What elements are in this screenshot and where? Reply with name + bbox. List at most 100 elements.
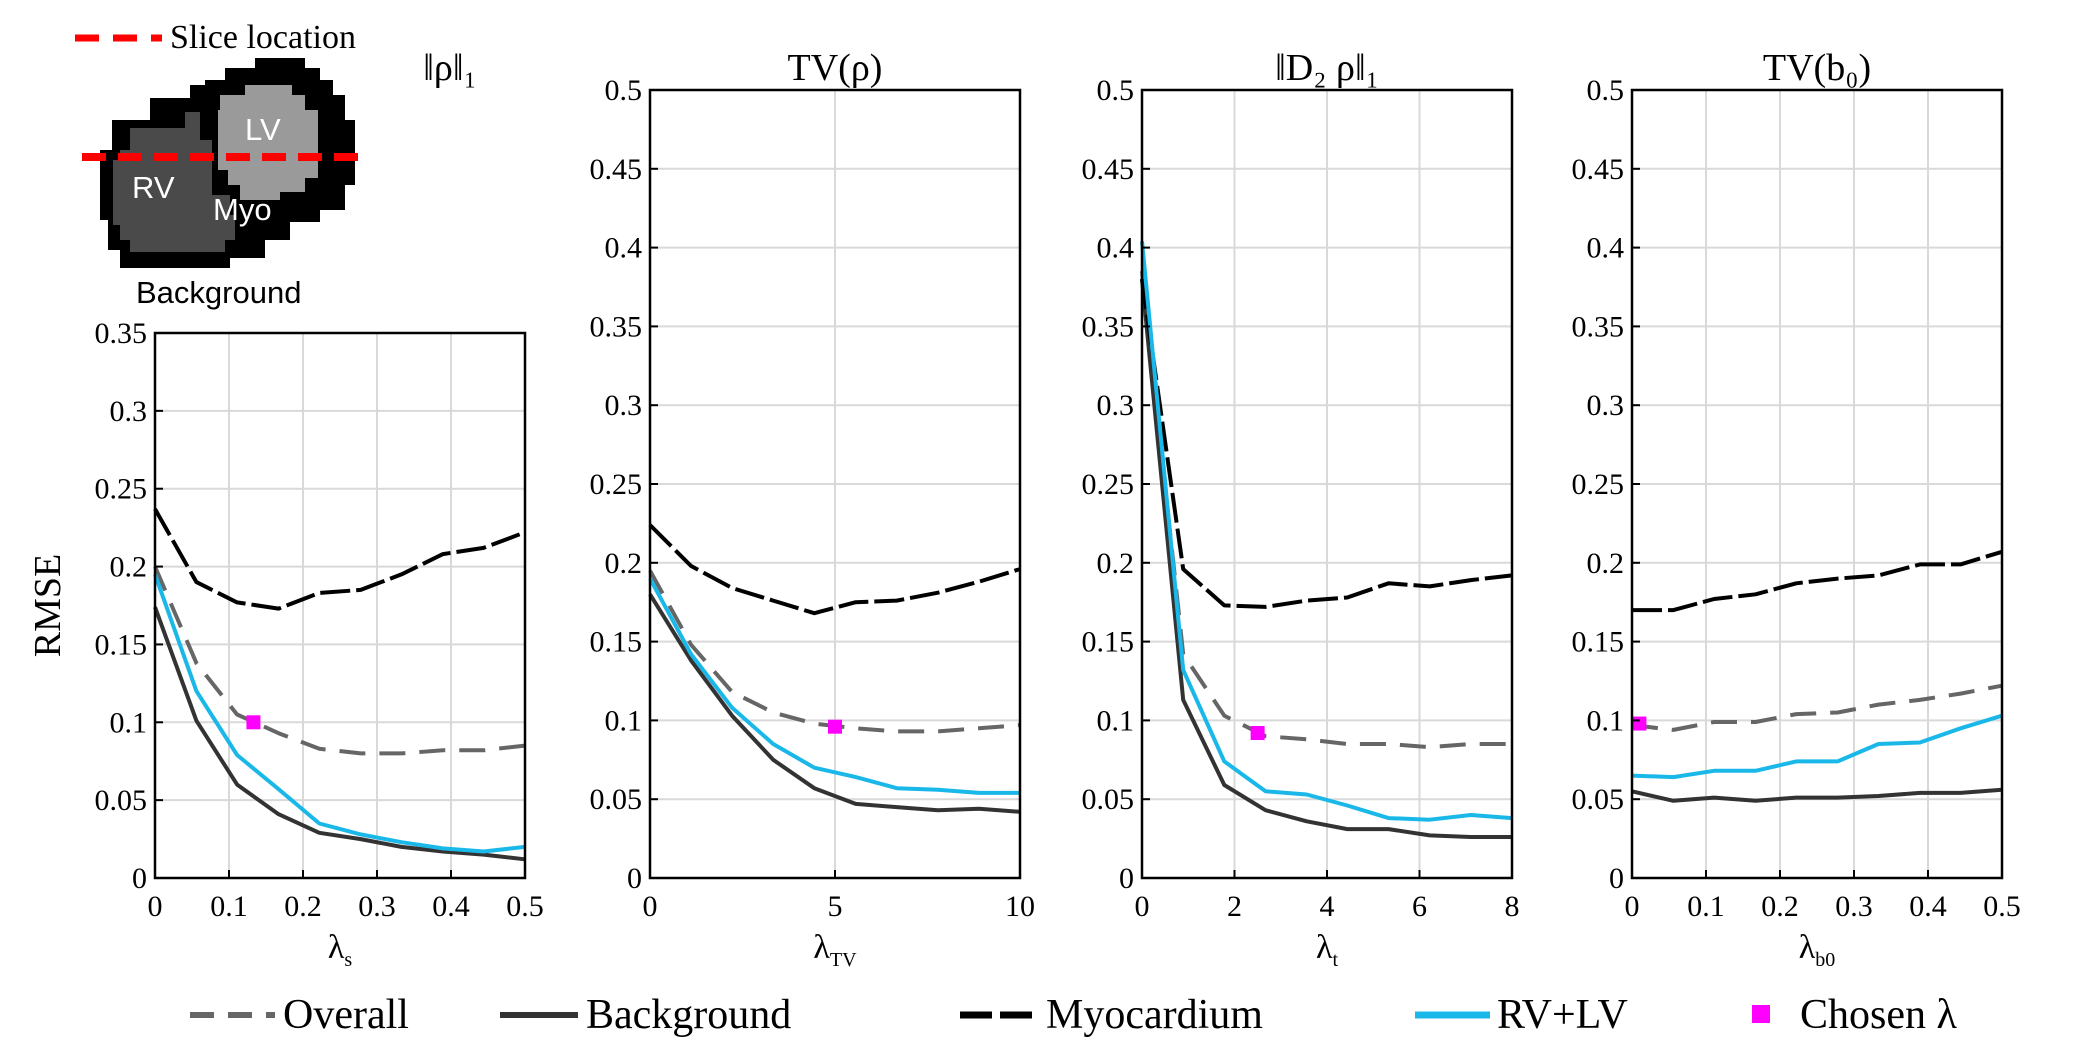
rv-region — [113, 112, 235, 252]
plots-group: 0 0.1 0.2 0.3 0.4 0.500.050.10.150.20.250.30.… — [27, 47, 2021, 971]
y-tick-label: 0.2 — [1097, 547, 1135, 580]
panel-3: 0 2 4 6 8 0 0.05 0.1 0.15 0.2 0.25 0.3 0.35 0.4 0.45 0.… — [1082, 47, 1520, 971]
y-tick-label: 0.2 — [110, 551, 148, 584]
panel-title: TV(ρ) — [788, 47, 883, 89]
series-line-background — [1631, 787, 2003, 803]
chosen-lambda-marker — [828, 719, 842, 734]
panel-2: 0 5 10 0 0.05 0.1 0.15 0.2 0.25 0.3 0.35 0.4 0.45 0.5… — [590, 47, 1036, 971]
panel-1: 0 0.1 0.2 0.3 0.4 0.5 0 0.05 0.1 0.15 0.2 0.25 0.3 0.… — [27, 47, 544, 971]
x-tick-label: 6 — [1412, 890, 1427, 923]
x-tick-label: 10 — [1005, 890, 1035, 923]
series-line-myocardium — [648, 523, 1021, 616]
slice-inset: Slice location LV RV Myo Background — [75, 19, 370, 310]
x-tick-label: 0.5 — [506, 890, 544, 923]
y-tick-label: 0.25 — [590, 468, 643, 501]
x-tick-label: 5 — [828, 890, 843, 923]
x-tick-label: 0.4 — [432, 890, 470, 923]
y-tick-label: 0.15 — [590, 626, 643, 659]
x-tick-label: 0.1 — [1687, 890, 1725, 923]
panel-4: 0 0.1 0.2 0.3 0.4 0.5 0 0.05 0.1 0.15 0.2 0.25 0.3 0.… — [1572, 47, 2021, 971]
y-tick-label: 0.1 — [605, 704, 643, 737]
series-line-myocardium — [153, 508, 526, 611]
y-tick-label: 0.05 — [95, 784, 148, 817]
series-line-rvlv — [1140, 241, 1513, 822]
x-tick-label: 0 — [1135, 890, 1150, 923]
y-tick-label: 0.25 — [95, 473, 148, 506]
y-tick-label: 0.4 — [1587, 232, 1625, 265]
x-tick-label: 0 — [1625, 890, 1640, 923]
legend-rvlv-label: RV+LV — [1497, 992, 1628, 1038]
axes-frame — [153, 331, 527, 880]
legend-chosen-label: Chosen λ — [1800, 992, 1958, 1038]
y-tick-label: 0.45 — [590, 153, 643, 186]
y-tick-label: 0.35 — [95, 317, 148, 350]
slice-legend-label: Slice location — [170, 19, 356, 56]
series-line-myocardium — [1140, 278, 1513, 609]
x-tick-label: 8 — [1505, 890, 1520, 923]
chosen-lambda-marker — [1250, 726, 1265, 741]
y-tick-label: 0.05 — [1082, 783, 1135, 816]
y-tick-label: 0.45 — [1082, 153, 1135, 186]
legend-overall-label: Overall — [283, 992, 409, 1038]
y-tick-label: 0.3 — [1587, 389, 1625, 422]
lv-label: LV — [245, 112, 281, 147]
x-axis-label: λt — [1316, 929, 1339, 971]
series-line-myocardium — [1632, 549, 2003, 613]
series-line-rvlv — [648, 577, 1020, 795]
series-line-background — [153, 606, 526, 862]
y-tick-label: 0.4 — [1097, 232, 1135, 265]
panel-title: ‖D₂ ρ‖₁ — [1275, 47, 1379, 89]
series-line-rvlv — [1631, 713, 2003, 780]
y-tick-label: 0.25 — [1572, 468, 1625, 501]
y-tick-label: 0.1 — [1587, 704, 1625, 737]
y-tick-label: 0.5 — [1587, 74, 1625, 107]
background-label: Background — [136, 275, 301, 310]
series-line-overall — [1631, 683, 2003, 732]
myo-label: Myo — [213, 192, 272, 227]
x-axis-label: λTV — [813, 929, 857, 971]
y-tick-label: 0 — [132, 862, 147, 895]
y-tick-label: 0.5 — [605, 74, 643, 107]
x-tick-label: 0 — [643, 890, 658, 923]
panel-title: TV(b₀) — [1763, 47, 1871, 89]
legend: Overall Background Myocardium RV+LV Chos… — [190, 992, 1958, 1038]
x-tick-label: 2 — [1227, 890, 1242, 923]
x-tick-label: 0.3 — [1835, 890, 1873, 923]
y-tick-label: 0 — [1119, 862, 1134, 895]
x-axis-label: λb0 — [1799, 929, 1836, 971]
y-tick-label: 0.1 — [110, 706, 148, 739]
chosen-lambda-marker — [1632, 716, 1647, 731]
x-axis-label: λs — [328, 929, 353, 971]
y-tick-label: 0 — [627, 862, 642, 895]
series-line-overall — [153, 565, 526, 756]
y-tick-label: 0.05 — [590, 783, 643, 816]
y-tick-label: 0.15 — [1572, 626, 1625, 659]
series-line-rvlv — [153, 573, 526, 854]
y-tick-label: 0.3 — [1097, 389, 1135, 422]
y-tick-label: 0.1 — [1097, 704, 1135, 737]
x-tick-label: 0.1 — [210, 890, 248, 923]
x-tick-label: 0.2 — [1761, 890, 1799, 923]
panel-title: ‖ρ‖₁ — [423, 47, 477, 89]
series-line-background — [648, 593, 1021, 814]
y-tick-label: 0.4 — [605, 232, 643, 265]
x-tick-label: 4 — [1320, 890, 1335, 923]
y-tick-label: 0.25 — [1082, 468, 1135, 501]
legend-chosen-swatch — [1752, 1005, 1770, 1023]
x-tick-label: 0.5 — [1983, 890, 2021, 923]
y-tick-label: 0.5 — [1097, 74, 1135, 107]
y-tick-label: 0.3 — [605, 389, 643, 422]
y-tick-label: 0.2 — [605, 547, 643, 580]
y-tick-label: 0.45 — [1572, 153, 1625, 186]
y-tick-label: 0.2 — [1587, 547, 1625, 580]
y-tick-label: 0 — [1609, 862, 1624, 895]
legend-myocardium-label: Myocardium — [1046, 992, 1263, 1038]
x-tick-label: 0.4 — [1909, 890, 1947, 923]
x-tick-label: 0.2 — [284, 890, 322, 923]
y-tick-label: 0.35 — [1082, 310, 1135, 343]
y-tick-label: 0.3 — [110, 395, 148, 428]
lv-region — [218, 85, 318, 200]
chosen-lambda-marker — [246, 715, 261, 730]
legend-background-label: Background — [586, 992, 791, 1038]
